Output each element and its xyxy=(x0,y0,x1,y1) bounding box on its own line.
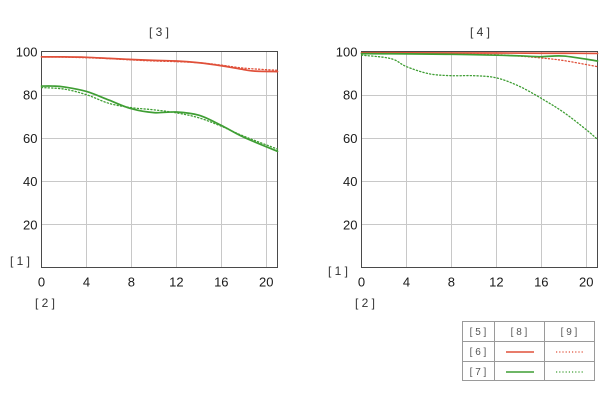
y-tick-label: 20 xyxy=(23,217,37,232)
y-tick-label: 80 xyxy=(343,88,357,103)
x-tick-label: 8 xyxy=(128,275,135,290)
x-tick-label: 12 xyxy=(489,275,503,290)
y-tick-label: 20 xyxy=(343,217,357,232)
legend-border xyxy=(462,321,595,381)
y-tick-label: 40 xyxy=(343,174,357,189)
legend-header-solid: [ 8 ] xyxy=(511,327,528,338)
x-tick-label: 0 xyxy=(38,275,45,290)
x-tick-label: 4 xyxy=(83,275,90,290)
plot-frame xyxy=(361,51,598,268)
y-tick-label: 100 xyxy=(336,45,358,60)
x-tick-label: 20 xyxy=(579,275,593,290)
y-axis-label: [ 1 ] xyxy=(10,254,30,268)
x-tick-label: 16 xyxy=(534,275,548,290)
y-tick-label: 60 xyxy=(343,131,357,146)
legend-header-dotted: [ 9 ] xyxy=(561,327,578,338)
x-tick-label: 0 xyxy=(358,275,365,290)
series-line-solid xyxy=(360,52,599,62)
x-tick-label: 4 xyxy=(403,275,410,290)
y-tick-label: 60 xyxy=(23,131,37,146)
chart-title: [ 3 ] xyxy=(149,25,169,39)
y-tick-label: 100 xyxy=(16,45,38,60)
series-line-solid xyxy=(40,85,279,153)
plot-frame xyxy=(41,51,278,268)
x-axis-label: [ 2 ] xyxy=(35,296,55,310)
legend-row-label: [ 6 ] xyxy=(470,347,487,358)
legend-header-group: [ 5 ] xyxy=(470,327,487,338)
chart-left: 0 4 8 12 16 20 20 40 60 80 100 [ 3 ] [ 1 ] [ 2 ] xyxy=(10,25,279,310)
x-tick-label: 12 xyxy=(169,275,183,290)
x-tick-label: 20 xyxy=(259,275,273,290)
x-axis-label: [ 2 ] xyxy=(355,296,375,310)
series-line-dotted xyxy=(40,86,279,150)
series-line-dotted xyxy=(40,56,279,71)
y-tick-label: 80 xyxy=(23,88,37,103)
chart-title: [ 4 ] xyxy=(470,25,490,39)
y-axis-label: [ 1 ] xyxy=(328,264,348,278)
series-line-solid xyxy=(40,56,279,73)
legend-table: [ 5 ] [ 8 ] [ 9 ] [ 6 ] [ 7 ] xyxy=(462,321,595,381)
chart-right: 0 4 8 12 16 20 20 40 60 80 100 [ 4 ] [ 1 ] [ 2 ] xyxy=(328,25,599,310)
y-tick-label: 40 xyxy=(23,174,37,189)
legend-row-label: [ 7 ] xyxy=(470,367,487,378)
series-line-dotted xyxy=(360,54,599,141)
x-tick-label: 8 xyxy=(448,275,455,290)
x-tick-label: 16 xyxy=(214,275,228,290)
